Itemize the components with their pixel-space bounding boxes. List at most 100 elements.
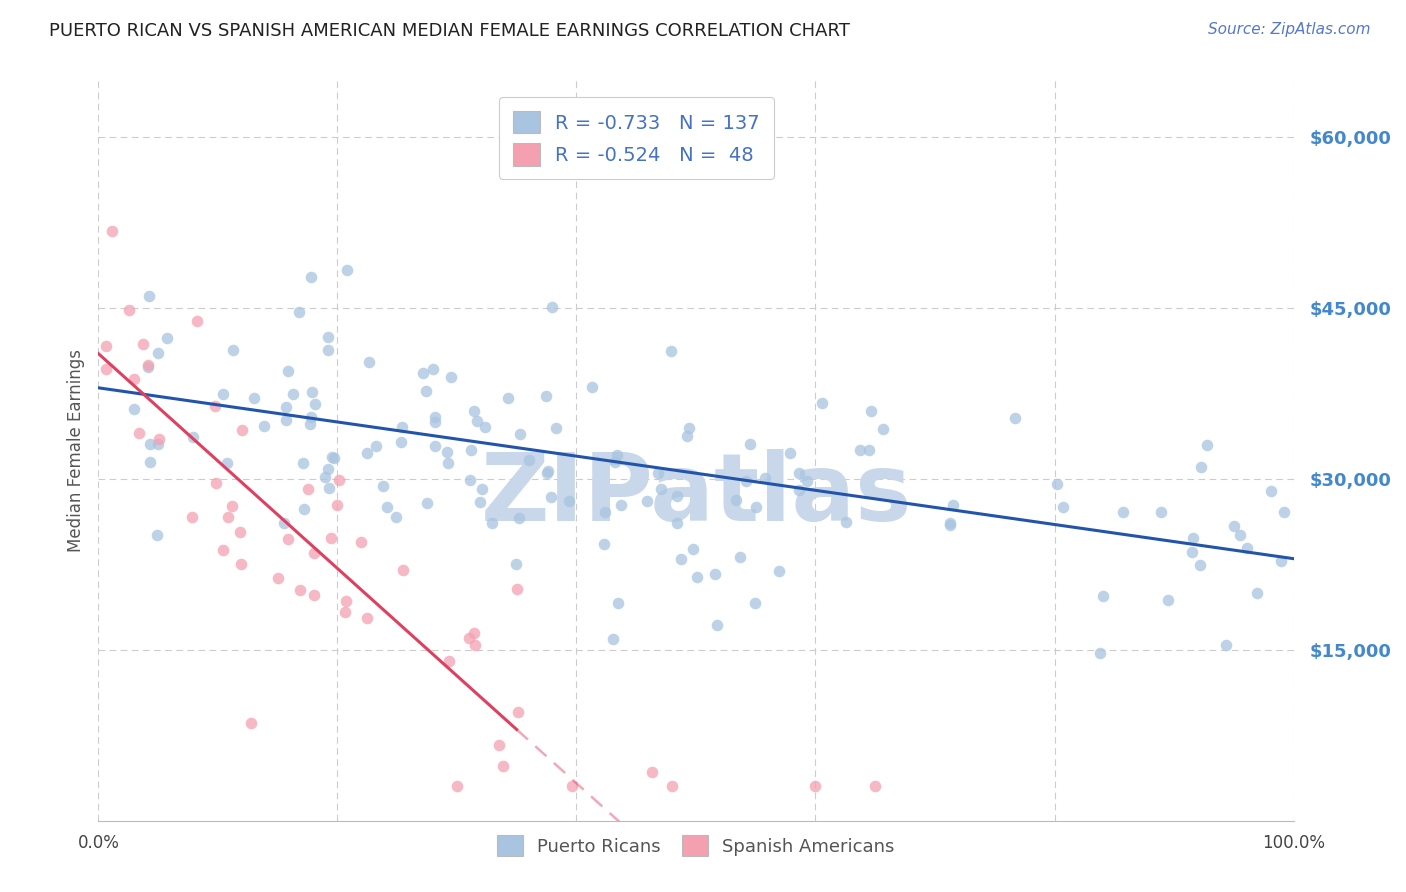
Point [181,430,204,444]
Point [1090,646,1112,660]
Point [118,303,141,318]
Point [506,582,529,596]
Text: Source: ZipAtlas.com: Source: ZipAtlas.com [1208,22,1371,37]
Point [561,780,583,794]
Point [436,456,458,470]
Point [796,474,818,488]
Point [593,505,616,519]
Point [458,473,481,487]
Point [122,372,145,386]
Point [508,511,530,525]
Point [212,387,235,401]
Point [156,331,179,345]
Point [277,533,299,547]
Point [464,638,486,652]
Point [678,421,700,435]
Point [537,464,560,478]
Point [474,420,496,434]
Point [180,509,202,524]
Point [136,358,159,372]
Y-axis label: Median Female Earnings: Median Female Earnings [66,349,84,552]
Point [375,500,398,515]
Point [1157,592,1180,607]
Point [139,437,162,451]
Point [446,780,468,794]
Point [231,423,253,437]
Point [146,346,169,360]
Point [384,509,406,524]
Point [463,403,485,417]
Point [509,426,531,441]
Point [728,550,751,565]
Point [316,330,339,344]
Point [744,597,766,611]
Point [460,443,482,458]
Point [606,448,628,462]
Legend: Puerto Ricans, Spanish Americans: Puerto Ricans, Spanish Americans [491,828,901,863]
Point [217,510,239,524]
Point [350,535,373,549]
Point [492,758,515,772]
Point [496,391,519,405]
Point [326,498,349,512]
Point [356,611,378,625]
Point [558,494,581,508]
Point [872,422,894,436]
Point [938,518,960,533]
Point [292,502,315,516]
Point [519,453,541,467]
Point [436,445,458,459]
Point [1112,505,1135,519]
Point [641,765,664,780]
Point [314,470,336,484]
Point [276,400,298,414]
Point [299,410,322,425]
Point [607,596,630,610]
Point [100,224,122,238]
Point [139,455,162,469]
Point [810,396,832,410]
Point [299,269,322,284]
Point [128,426,150,441]
Point [243,391,266,405]
Point [229,524,252,539]
Point [610,498,633,512]
Point [858,442,880,457]
Point [506,705,529,719]
Point [505,557,527,571]
Point [544,421,567,435]
Point [416,496,439,510]
Point [536,466,558,480]
Point [779,445,801,459]
Point [283,387,305,401]
Point [676,429,699,443]
Point [211,543,233,558]
Point [789,483,811,497]
Point [659,343,682,358]
Point [423,410,446,425]
Point [636,494,658,508]
Point [297,482,319,496]
Point [602,632,624,647]
Point [1246,585,1268,599]
Point [603,455,626,469]
Point [276,364,298,378]
Point [458,631,481,645]
Point [301,385,323,400]
Point [318,343,340,357]
Point [1182,531,1205,545]
Point [704,566,727,581]
Point [942,498,965,512]
Point [1272,505,1295,519]
Point [148,432,170,446]
Point [437,654,460,668]
Point [302,547,325,561]
Point [768,564,790,578]
Point [706,617,728,632]
Point [1236,541,1258,556]
Point [412,366,434,380]
Point [299,417,322,431]
Point [534,389,557,403]
Point [415,384,437,399]
Point [373,479,395,493]
